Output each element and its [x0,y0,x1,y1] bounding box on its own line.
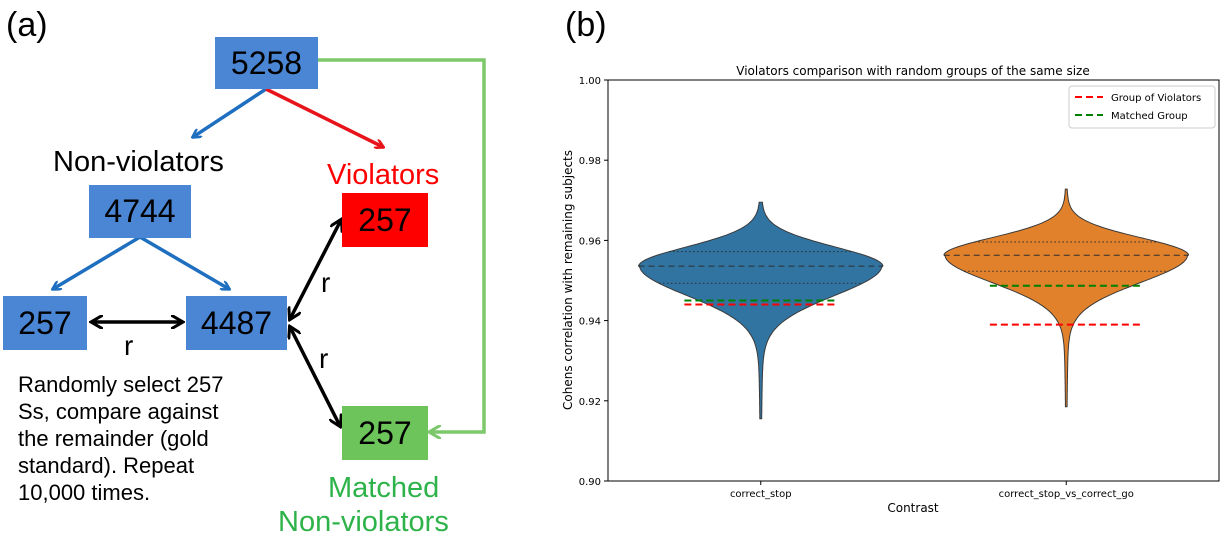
r-label-3: r [319,343,329,374]
panel-b-label: (b) [565,6,607,44]
r-label-1: r [124,330,134,361]
note-line: the remainder (gold [18,426,209,451]
violin-body [637,201,884,420]
chart-title: Violators comparison with random groups … [736,64,1089,78]
arrow-nonviolators-to-remainder [139,235,229,289]
violators-box: 257 [342,193,428,247]
sample-box: 257 [3,296,87,350]
r-label-2: r [321,267,331,298]
arrow-remainder-matched [290,327,340,426]
y-tick-label: 0.92 [579,397,601,408]
note-line: 10,000 times. [18,480,151,505]
violin-body [943,188,1190,408]
legend: Group of Violators Matched Group [1068,85,1216,129]
legend-label: Matched Group [1111,111,1188,122]
violators-label: Violators [327,159,440,191]
matched-box: 257 [342,406,428,460]
remainder-box: 4487 [186,296,287,350]
total-box: 5258 [215,37,318,89]
y-tick-label: 0.94 [579,317,601,328]
matched-label-line2: Non-violators [278,506,449,538]
arrow-remainder-violators [290,220,341,319]
flow-diagram [0,58,486,536]
nonviolators-label: Non-violators [53,146,224,178]
arrow-total-to-matched [318,58,486,432]
method-note: Randomly select 257 Ss, compare against … [18,371,278,506]
legend-label: Group of Violators [1111,93,1201,104]
arrow-nonviolators-to-sample [53,235,141,289]
y-tick-label: 1.00 [579,76,601,87]
nonviolators-box: 4744 [89,185,191,238]
note-line: Ss, compare against [18,399,219,424]
y-tick-label: 0.96 [579,236,601,247]
x-tick-label: correct_stop_vs_correct_go [999,489,1134,500]
y-tick-label: 0.98 [579,156,601,167]
arrow-total-to-nonviolators [193,87,267,137]
y-tick-label: 0.90 [579,477,601,488]
matched-label-line1: Matched [328,472,440,504]
note-line: Randomly select 257 [18,372,224,397]
legend-box [1068,85,1216,129]
y-axis-label: Cohens correlation with remaining subjec… [561,150,575,410]
note-line: standard). Repeat [18,453,195,478]
arrow-total-to-violators [265,87,383,147]
x-axis-label: Contrast [887,501,939,515]
panel-a-label: (a) [6,6,48,44]
x-tick-label: correct_stop [730,489,792,500]
